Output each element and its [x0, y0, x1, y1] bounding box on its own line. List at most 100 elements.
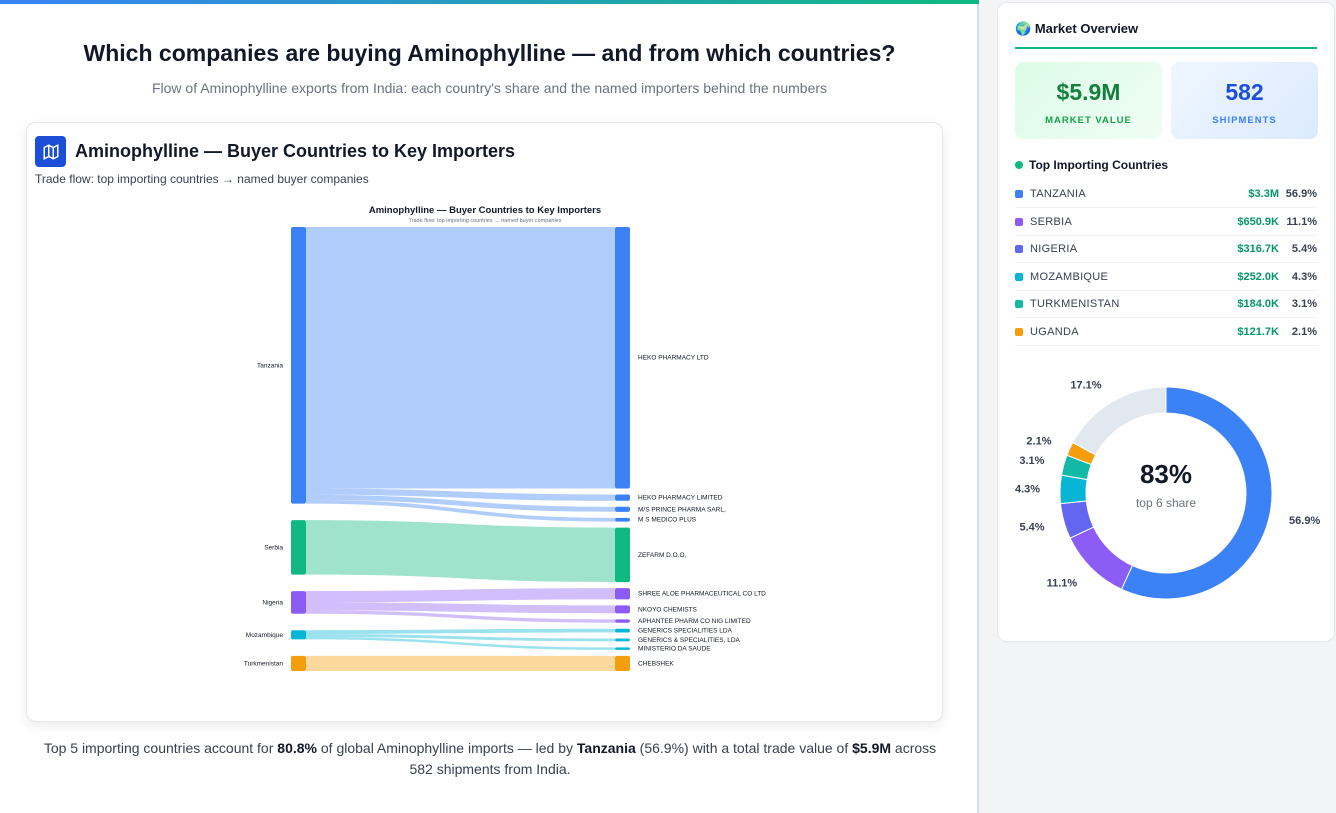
page-title: Which companies are buying Aminophylline…: [83, 40, 896, 66]
card-title: Aminophylline — Buyer Countries to Key I…: [75, 141, 516, 161]
chart-title: Aminophylline — Buyer Countries to Key I…: [369, 205, 601, 216]
target-node: [615, 527, 630, 583]
country-row: TANZANIA $3.3M 56.9%: [1015, 181, 1317, 208]
flow-link: [306, 655, 615, 671]
country-pct: 2.1%: [1291, 325, 1317, 338]
target-label: MINISTERIO DA SAUDE: [638, 646, 711, 653]
donut-label: 11.1%: [1047, 577, 1078, 589]
country-name: UGANDA: [1030, 325, 1079, 338]
target-label: ZEFARM D.O.O,: [638, 552, 687, 559]
target-label: GENERICS SPECIALITIES LDA: [638, 628, 733, 635]
target-node: [615, 605, 630, 614]
target-label: APHANTEE PHARM CO NIG LIMITED: [638, 618, 751, 625]
country-name: SERBIA: [1030, 215, 1073, 228]
share-donut: 56.9% 11.1% 5.4% 4.3% 3.1% 2.1% 17.1% 83% top 6 …: [1015, 380, 1320, 600]
source-label: Turkmenistan: [244, 660, 284, 667]
country-value: $252.0K: [1237, 270, 1279, 283]
globe-icon: 🌍: [1015, 21, 1032, 36]
donut-slice: [1069, 526, 1134, 590]
country-name: TURKMENISTAN: [1030, 298, 1120, 310]
country-row: TURKMENISTAN $184.0K 3.1%: [1015, 291, 1317, 318]
country-value: $3.3M: [1248, 188, 1279, 200]
color-swatch: [1015, 190, 1023, 198]
target-label: GENERICS & SPECIALITIES, LDA: [638, 637, 741, 644]
target-node: [615, 588, 630, 600]
target-node: [615, 619, 630, 623]
country-row: UGANDA $121.7K 2.1%: [1015, 319, 1317, 346]
flow-link: [306, 610, 615, 623]
color-swatch: [1015, 300, 1023, 308]
donut-slice: [1120, 386, 1273, 600]
flow-link: [306, 494, 615, 512]
source-node: [291, 655, 306, 671]
flow-link: [306, 520, 615, 583]
target-label: HEKO PHARMACY LIMITED: [638, 495, 723, 502]
country-value: $184.0K: [1237, 298, 1279, 310]
section-title: Top Importing Countries: [1015, 158, 1168, 172]
donut-label: 17.1%: [1070, 380, 1101, 392]
flow-link: [306, 588, 615, 603]
source-label: Mozambique: [246, 632, 284, 639]
source-label: Tanzania: [257, 362, 283, 369]
donut-label: 4.3%: [1015, 484, 1040, 496]
target-node: [615, 638, 630, 642]
sankey-card: Aminophylline — Buyer Countries to Key I…: [26, 122, 943, 722]
donut-center-label: top 6 share: [1136, 496, 1196, 510]
donut-slice: [1072, 386, 1167, 456]
target-node: [615, 655, 630, 671]
country-pct: 11.1%: [1286, 215, 1317, 228]
donut-label: 2.1%: [1026, 435, 1051, 447]
donut-label: 56.9%: [1289, 515, 1320, 527]
page-subtitle: Flow of Aminophylline exports from India…: [151, 80, 828, 96]
source-node: [291, 630, 306, 640]
flow-link: [306, 633, 615, 642]
market-value-kpi: $5.9M MARKET VALUE: [1015, 62, 1162, 139]
color-swatch: [1015, 245, 1023, 253]
target-label: HEKO PHARMACY LTD: [638, 355, 709, 362]
country-pct: 4.3%: [1291, 270, 1317, 283]
country-pct: 56.9%: [1285, 188, 1317, 200]
chart-subtitle: Trade flow: top importing countries → na…: [409, 218, 562, 224]
target-label: SHREE ALOE PHARMACEUTICAL CO LTD: [638, 591, 766, 598]
flow-link: [306, 628, 615, 634]
country-name: MOZAMBIQUE: [1030, 270, 1109, 283]
donut-slice: [1059, 474, 1088, 505]
country-row: MOZAMBIQUE $252.0K 4.3%: [1015, 264, 1317, 291]
map-icon: [35, 136, 66, 167]
flow-link: [306, 636, 615, 650]
market-overview-title: 🌍 Market Overview: [1015, 21, 1139, 36]
color-swatch: [1015, 217, 1023, 226]
source-label: Nigeria: [262, 599, 283, 606]
flow-link: [306, 602, 615, 614]
target-node: [615, 227, 630, 489]
color-swatch: [1015, 272, 1023, 281]
country-row: SERBIA $650.9K 11.1%: [1015, 209, 1317, 236]
donut-center-value: 83%: [1140, 459, 1192, 489]
country-name: NIGERIA: [1030, 243, 1078, 255]
target-node: [615, 506, 630, 512]
divider: [1015, 47, 1317, 49]
flow-link: [306, 499, 615, 522]
country-pct: 3.1%: [1291, 298, 1317, 310]
country-row: NIGERIA $316.7K 5.4%: [1015, 236, 1317, 263]
donut-label: 5.4%: [1019, 522, 1044, 534]
accent-bar: [0, 0, 979, 4]
target-label: NKOYO CHEMISTS: [638, 606, 698, 613]
country-value: $650.9K: [1237, 215, 1279, 228]
target-node: [615, 647, 630, 650]
target-label: CHEBSHEK: [638, 660, 674, 667]
summary-text: Top 5 importing countries account for 80…: [43, 740, 937, 777]
sankey-chart: Aminophylline — Buyer Countries to Key I…: [244, 205, 766, 671]
source-node: [291, 520, 306, 575]
country-value: $316.7K: [1237, 243, 1279, 255]
target-node: [615, 494, 630, 501]
target-node: [615, 517, 630, 522]
target-node: [615, 628, 630, 633]
country-pct: 5.4%: [1291, 243, 1317, 255]
source-node: [291, 591, 306, 614]
target-label: M S MEDICO PLUS: [638, 517, 697, 524]
flow-link: [306, 227, 615, 489]
main-panel: Which companies are buying Aminophylline…: [0, 0, 979, 813]
flow-link: [306, 488, 615, 501]
shipments-kpi: 582 SHIPMENTS: [1171, 62, 1318, 139]
